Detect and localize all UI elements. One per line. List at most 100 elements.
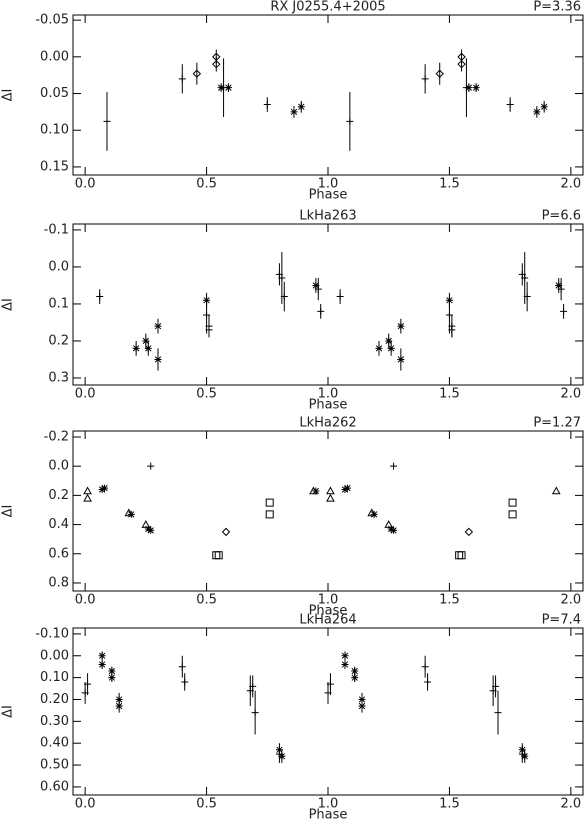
x-axis-label: Phase — [309, 398, 348, 413]
data-point — [101, 484, 109, 492]
data-point — [384, 520, 394, 528]
data-point — [370, 510, 378, 518]
data-point — [141, 520, 151, 528]
data-point — [560, 307, 568, 315]
data-point — [317, 307, 325, 315]
data-point — [551, 486, 561, 495]
data-point — [144, 344, 152, 352]
data-point — [326, 680, 334, 688]
data-point — [205, 326, 213, 334]
chart-title: LkHa264 — [299, 613, 356, 628]
x-tick-label: 0.0 — [75, 177, 96, 192]
data-point — [375, 344, 383, 352]
data-point — [387, 525, 395, 533]
data-point — [181, 678, 189, 686]
data-point — [326, 493, 335, 502]
y-tick-label: 0.15 — [40, 159, 69, 174]
data-point — [492, 682, 500, 690]
data-point — [265, 498, 274, 507]
x-tick-label: 1.5 — [439, 797, 460, 812]
y-tick-label: 0.20 — [40, 692, 69, 707]
x-tick-label: 0.5 — [196, 177, 217, 192]
data-point — [346, 117, 354, 125]
data-point — [385, 337, 393, 345]
data-point — [103, 117, 111, 125]
data-point — [555, 281, 563, 289]
data-point — [178, 663, 186, 671]
data-point — [457, 551, 466, 560]
data-point — [540, 103, 548, 111]
data-point — [424, 678, 432, 686]
data-point — [506, 101, 514, 109]
data-point — [212, 551, 221, 560]
data-point — [336, 293, 344, 301]
data-point — [521, 274, 529, 282]
y-tick-label: 0.0 — [48, 259, 69, 274]
data-point — [290, 108, 298, 116]
data-point — [124, 508, 134, 517]
data-point — [341, 661, 349, 669]
data-point — [263, 101, 271, 109]
y-tick-label: 0.1 — [48, 296, 69, 311]
y-tick-label: 0.4 — [48, 517, 69, 532]
y-tick-label: -0.05 — [35, 13, 69, 28]
period-annotation: P=7.4 — [542, 613, 581, 628]
data-point — [278, 752, 286, 760]
data-point — [533, 108, 541, 116]
data-point — [312, 281, 320, 289]
data-point — [341, 652, 349, 660]
x-tick-label: 1.0 — [318, 593, 339, 608]
x-tick-label: 0.0 — [75, 797, 96, 812]
data-point — [494, 709, 502, 717]
plot-frame — [72, 627, 584, 796]
plot-frame — [72, 223, 584, 386]
data-point — [249, 682, 257, 690]
x-axis-label: Phase — [309, 188, 348, 203]
data-point — [397, 322, 405, 330]
x-tick-label: 1.5 — [439, 387, 460, 402]
x-tick-label: 1.0 — [318, 797, 339, 812]
data-point — [312, 487, 320, 495]
x-tick-label: 1.5 — [439, 593, 460, 608]
data-point — [523, 293, 531, 301]
data-point — [212, 59, 221, 69]
x-tick-label: 0.5 — [196, 387, 217, 402]
data-point — [115, 702, 123, 710]
data-point — [108, 674, 116, 682]
chart-title: RX J0255.4+2005 — [270, 0, 385, 15]
data-point — [144, 525, 152, 533]
data-point — [217, 84, 225, 92]
y-tick-label: 0.40 — [40, 736, 69, 751]
data-point — [83, 486, 92, 495]
data-point — [448, 326, 456, 334]
data-point — [203, 311, 211, 319]
data-point — [465, 84, 473, 92]
plot-frame — [72, 14, 584, 176]
y-tick-label: 0.10 — [40, 670, 69, 685]
data-point — [142, 337, 150, 345]
y-tick-label: -0.10 — [35, 626, 69, 641]
y-tick-label: 0.50 — [40, 758, 69, 773]
y-tick-label: 0.2 — [48, 333, 69, 348]
data-point — [154, 322, 162, 330]
data-point — [83, 493, 92, 502]
chart-title: LkHa262 — [299, 416, 356, 431]
y-tick-label: 0.10 — [40, 123, 69, 138]
y-tick-label: 0.0 — [48, 459, 69, 474]
data-point — [98, 661, 106, 669]
data-point — [343, 484, 351, 492]
x-axis-label: Phase — [309, 808, 348, 823]
data-point — [147, 526, 155, 534]
data-point — [251, 709, 259, 717]
data-point — [351, 674, 359, 682]
data-point — [214, 551, 223, 560]
x-tick-label: 0.5 — [196, 593, 217, 608]
x-tick-label: 2.0 — [561, 797, 582, 812]
y-axis-label: ΔI — [1, 89, 16, 102]
data-point — [278, 274, 286, 282]
data-point — [203, 296, 211, 304]
data-point — [221, 527, 231, 537]
data-point — [457, 59, 466, 69]
y-tick-label: 0.05 — [40, 86, 69, 101]
